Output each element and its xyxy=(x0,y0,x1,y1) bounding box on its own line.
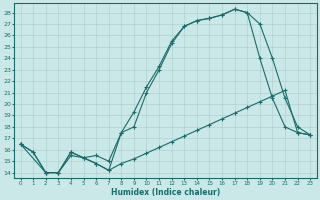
X-axis label: Humidex (Indice chaleur): Humidex (Indice chaleur) xyxy=(111,188,220,197)
